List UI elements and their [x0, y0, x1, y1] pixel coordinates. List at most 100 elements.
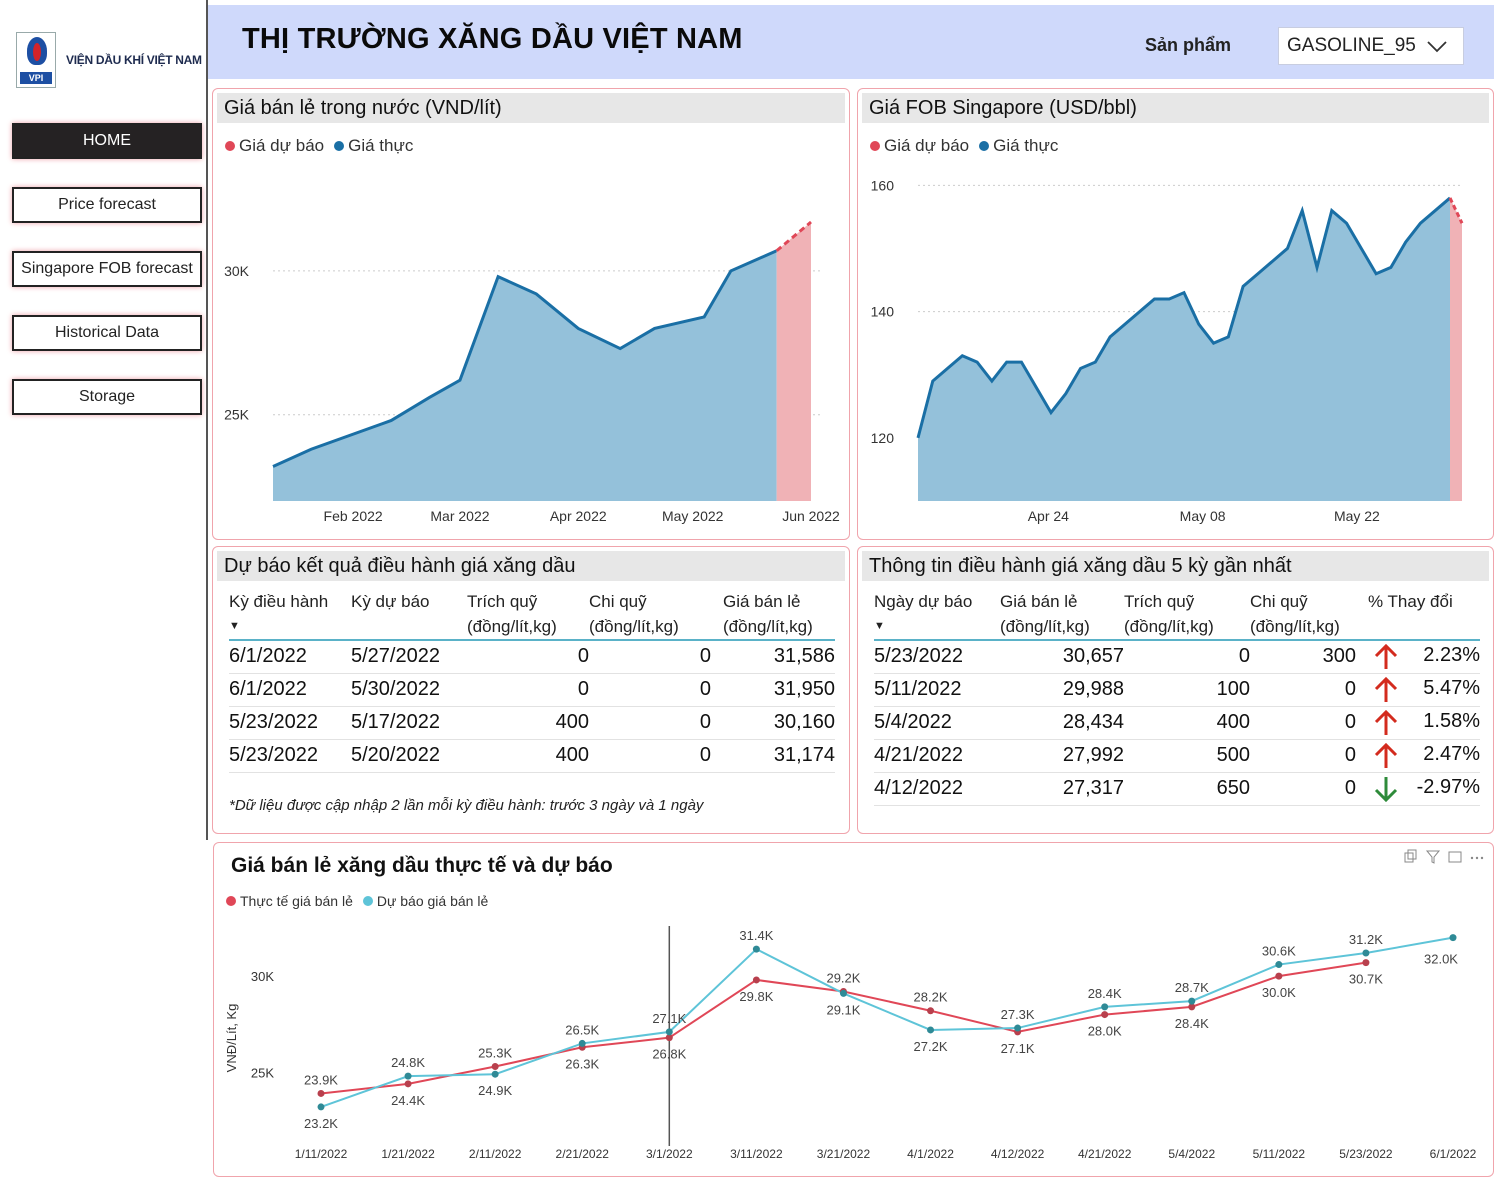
- x-tick-label: 2/11/2022: [469, 1147, 522, 1161]
- table-cell: 0: [467, 640, 589, 674]
- table-row[interactable]: 5/23/2022 30,657 0 300 2.23%: [874, 640, 1480, 674]
- legend-forecast-dot: [362, 896, 373, 906]
- table-note: *Dữ liệu được cập nhập 2 lần mỗi kỳ điều…: [229, 797, 704, 814]
- product-label: Sản phẩm: [1145, 35, 1232, 55]
- actual-area: [273, 250, 777, 501]
- table-row[interactable]: 5/4/2022 28,434 400 0 1.58%: [874, 706, 1480, 740]
- data-label: 30.6K: [1262, 944, 1296, 959]
- fob-area-chart: 160 140 120 Apr 24 May 08 May 22: [871, 177, 1464, 524]
- y-tick-label: 25K: [251, 1065, 274, 1080]
- data-point: [404, 1072, 412, 1080]
- focus-mode-icon[interactable]: [1447, 849, 1463, 865]
- table-row[interactable]: 5/23/2022 5/17/2022 400 0 30,160: [229, 706, 835, 740]
- table-row[interactable]: 4/21/2022 27,992 500 0 2.47%: [874, 739, 1480, 773]
- data-label: 26.5K: [565, 1022, 599, 1037]
- x-tick-label: Apr 24: [1028, 508, 1069, 524]
- forecast-table-title: Dự báo kết quả điều hành giá xăng dầu: [217, 551, 845, 581]
- col-chi-quy[interactable]: Chi quỹ (đồng/lít,kg): [589, 592, 679, 636]
- col-gia-ban-le[interactable]: Giá bán lẻ (đồng/lít,kg): [723, 592, 813, 636]
- data-point: [1014, 1024, 1022, 1032]
- table-cell: 0: [1250, 739, 1368, 773]
- change-percent: 2.23%: [1423, 643, 1480, 666]
- data-label: 27.3K: [1001, 1007, 1035, 1022]
- sort-desc-icon[interactable]: ▼: [874, 620, 885, 632]
- line-chart-title: Giá bán lẻ xăng dầu thực tế và dự báo: [231, 854, 613, 877]
- data-point: [1188, 1003, 1196, 1011]
- forecast-table: Kỳ điều hành ▼ Kỳ dự báo Trích quỹ (đồng/l…: [229, 589, 835, 773]
- retail-area-chart: 30K 25K Feb 2022 Mar 2022 Apr 2022 May 2022 Ju…: [224, 220, 840, 524]
- table-cell: 5/30/2022: [351, 673, 467, 707]
- table-cell: 0: [1250, 772, 1368, 806]
- change-cell: -2.97%: [1368, 772, 1480, 806]
- table-cell: 4/21/2022: [874, 739, 1000, 773]
- nav-singapore-fob-forecast-button[interactable]: Singapore FOB forecast: [12, 251, 202, 287]
- data-point: [752, 945, 760, 953]
- x-tick-label: May 22: [1334, 508, 1380, 524]
- actual-area: [918, 197, 1450, 502]
- retail-legend: Giá dự báo Giá thực: [225, 136, 423, 156]
- forecast-line: [775, 220, 812, 252]
- actual-line: [916, 196, 1451, 439]
- col-ngay-du-bao[interactable]: Ngày dự báo ▼: [874, 589, 1000, 640]
- x-tick-label: Apr 2022: [550, 508, 607, 524]
- table-cell: 30,160: [711, 706, 835, 740]
- x-tick-label: 1/11/2022: [295, 1147, 348, 1161]
- data-label: 26.3K: [565, 1056, 599, 1071]
- copy-icon[interactable]: [1403, 849, 1419, 865]
- col-ky-dieu-hanh[interactable]: Kỳ điều hành ▼: [229, 589, 351, 640]
- legend-actual: Giá thực: [334, 136, 413, 156]
- history-table-title: Thông tin điều hành giá xăng dầu 5 kỳ gầ…: [862, 551, 1489, 581]
- table-cell: 27,992: [1000, 739, 1124, 773]
- change-cell: 2.47%: [1368, 739, 1480, 773]
- x-tick-label: 5/11/2022: [1253, 1147, 1306, 1161]
- product-select[interactable]: GASOLINE_95: [1278, 27, 1464, 65]
- filter-icon[interactable]: [1425, 849, 1441, 865]
- legend-actual: Thực tế giá bán lẻ: [226, 893, 353, 909]
- table-cell: 31,950: [711, 673, 835, 707]
- data-point: [1362, 949, 1370, 957]
- table-cell: 5/4/2022: [874, 706, 1000, 740]
- data-label: 28.2K: [914, 990, 948, 1005]
- x-tick-label: 5/4/2022: [1168, 1147, 1215, 1161]
- col-ky-du-bao[interactable]: Kỳ dự báo: [351, 592, 430, 611]
- col-gia-ban-le[interactable]: Giá bán lẻ (đồng/lít,kg): [1000, 592, 1090, 636]
- table-cell: 6/1/2022: [229, 640, 351, 674]
- nav-price-forecast-button[interactable]: Price forecast: [12, 187, 202, 223]
- col-thay-doi[interactable]: % Thay đổi: [1368, 592, 1453, 611]
- legend-actual-label: Giá thực: [348, 136, 414, 155]
- retail-line-chart: 30K 25K VNĐ/Lít, Kg 23.9K 23.2K 24.8K 24.4K 25.…: [224, 926, 1477, 1161]
- table-cell: 0: [1250, 706, 1368, 740]
- x-tick-label: May 08: [1180, 508, 1226, 524]
- legend-actual-label: Thực tế giá bán lẻ: [240, 893, 353, 909]
- table-cell: 5/27/2022: [351, 640, 467, 674]
- table-row[interactable]: 5/23/2022 5/20/2022 400 0 31,174: [229, 739, 835, 773]
- x-tick-label: 2/21/2022: [556, 1147, 610, 1161]
- data-point: [578, 1039, 586, 1047]
- col-trich-quy[interactable]: Trích quỹ (đồng/lít,kg): [1124, 592, 1214, 636]
- more-options-icon[interactable]: [1469, 849, 1485, 865]
- table-row[interactable]: 4/12/2022 27,317 650 0 -2.97%: [874, 772, 1480, 806]
- nav-storage-button[interactable]: Storage: [12, 379, 202, 415]
- data-label: 31.2K: [1349, 932, 1383, 947]
- sort-desc-icon[interactable]: ▼: [229, 620, 240, 632]
- x-tick-label: 3/11/2022: [730, 1147, 783, 1161]
- table-row[interactable]: 5/11/2022 29,988 100 0 5.47%: [874, 673, 1480, 707]
- table-cell: 5/23/2022: [229, 739, 351, 773]
- fob-legend: Giá dự báo Giá thực: [870, 136, 1068, 156]
- table-cell: 400: [467, 739, 589, 773]
- data-point: [1449, 934, 1457, 942]
- data-point: [839, 989, 847, 997]
- data-label: 30.7K: [1349, 972, 1383, 987]
- data-label: 28.4K: [1088, 986, 1122, 1001]
- col-trich-quy[interactable]: Trích quỹ (đồng/lít,kg): [467, 592, 557, 636]
- nav-home-button[interactable]: HOME: [12, 123, 202, 159]
- table-cell: 5/23/2022: [874, 640, 1000, 674]
- col-chi-quy[interactable]: Chi quỹ (đồng/lít,kg): [1250, 592, 1340, 636]
- header-bar: THỊ TRƯỜNG XĂNG DẦU VIỆT NAM Sản phẩm GA…: [208, 5, 1494, 79]
- data-point: [491, 1070, 499, 1078]
- legend-forecast: Giá dự báo: [225, 136, 324, 156]
- table-cell: 0: [589, 640, 711, 674]
- table-row[interactable]: 6/1/2022 5/30/2022 0 0 31,950: [229, 673, 835, 707]
- nav-historical-data-button[interactable]: Historical Data: [12, 315, 202, 351]
- table-row[interactable]: 6/1/2022 5/27/2022 0 0 31,586: [229, 640, 835, 674]
